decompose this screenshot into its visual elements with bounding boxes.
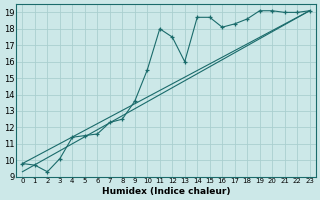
X-axis label: Humidex (Indice chaleur): Humidex (Indice chaleur) bbox=[102, 187, 230, 196]
